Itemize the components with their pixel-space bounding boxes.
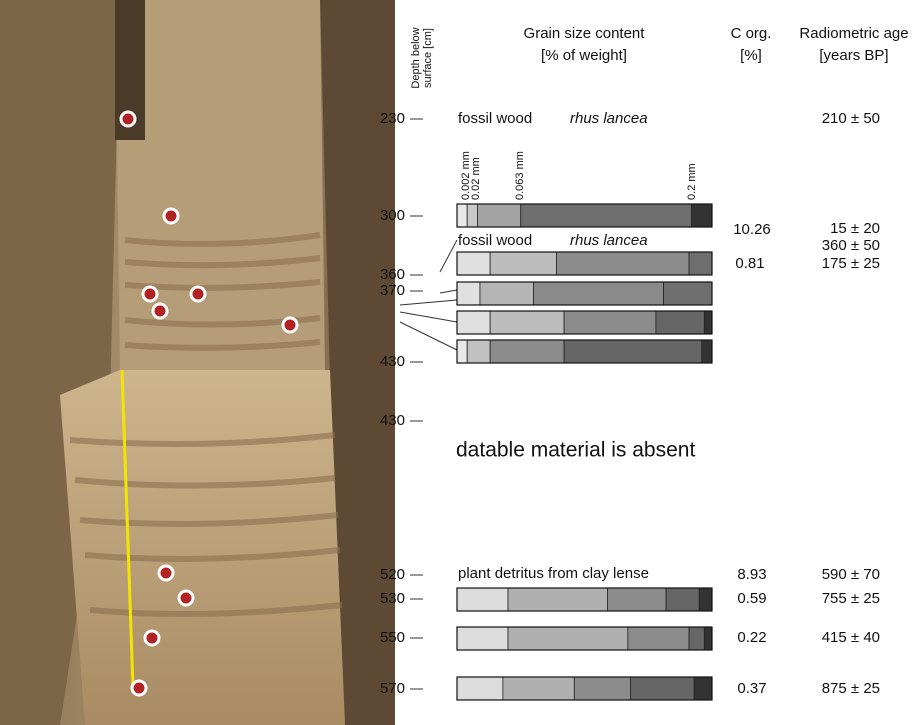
age-header: [years BP]	[819, 47, 888, 64]
grain-scale-label: 0.2 mm	[686, 163, 698, 200]
age-header: Radiometric age	[799, 25, 908, 42]
grain-segment	[490, 252, 556, 275]
annotation: rhus lancea	[570, 232, 648, 249]
grain-segment	[666, 588, 699, 611]
figure: Depth below surface [cm] Grain size cont…	[0, 0, 914, 725]
grain-segment	[508, 627, 628, 650]
depth-label: 230	[380, 110, 405, 127]
age: 175 ± 25	[822, 255, 880, 272]
grain-segment	[564, 340, 702, 363]
grain-scale-label: 0.063 mm	[514, 151, 526, 200]
corg-header: C org.	[731, 25, 772, 42]
corg: 0.22	[737, 629, 766, 646]
corg: 8.93	[737, 566, 766, 583]
grain-scale-label: 0.02 mm	[470, 157, 482, 200]
depth-header: Depth below	[410, 27, 422, 88]
grain-segment	[508, 588, 607, 611]
grain-segment	[490, 340, 564, 363]
grain-header: Grain size content	[524, 25, 646, 42]
age: 210 ± 50	[822, 110, 880, 127]
grain-header: [% of weight]	[541, 47, 627, 64]
grain-segment	[457, 588, 508, 611]
age: 755 ± 25	[822, 590, 880, 607]
grain-segment	[607, 588, 666, 611]
depth-label: 430	[380, 353, 405, 370]
grain-segment	[503, 677, 574, 700]
age: 415 ± 40	[822, 629, 880, 646]
depth-label: 570	[380, 680, 405, 697]
depth-label: 360	[380, 266, 405, 283]
grain-segment	[692, 204, 712, 227]
depth-label: 550	[380, 629, 405, 646]
grain-segment	[704, 627, 712, 650]
corg-header: [%]	[740, 47, 762, 64]
grain-segment	[480, 282, 534, 305]
grain-segment	[477, 204, 520, 227]
depth-label: 530	[380, 590, 405, 607]
grain-segment	[694, 677, 712, 700]
age: 875 ± 25	[822, 680, 880, 697]
grain-segment	[457, 311, 490, 334]
grain-segment	[457, 252, 490, 275]
soil-photo	[0, 0, 395, 725]
depth-label: 430	[380, 412, 405, 429]
annotation: fossil wood	[458, 110, 532, 127]
grain-segment	[521, 204, 692, 227]
depth-label: 300	[380, 207, 405, 224]
grain-segment	[556, 252, 689, 275]
grain-segment	[457, 282, 480, 305]
grain-segment	[704, 311, 712, 334]
grain-segment	[630, 677, 694, 700]
annotation: datable material is absent	[456, 439, 695, 462]
age: 590 ± 70	[822, 566, 880, 583]
grain-segment	[689, 627, 704, 650]
annotation: fossil wood	[458, 232, 532, 249]
grain-segment	[702, 340, 712, 363]
age: 15 ± 20	[830, 220, 880, 237]
grain-segment	[467, 340, 490, 363]
annotation: plant detritus from clay lense	[458, 565, 649, 582]
grain-segment	[628, 627, 689, 650]
depth-header: surface [cm]	[422, 28, 434, 88]
depth-label: 520	[380, 566, 405, 583]
corg: 10.26	[733, 221, 771, 238]
depth-label: 370	[380, 282, 405, 299]
grain-segment	[457, 204, 467, 227]
connectors	[400, 240, 457, 350]
grain-segment	[656, 311, 704, 334]
grain-segment	[457, 627, 508, 650]
age: 360 ± 50	[822, 237, 880, 254]
grain-segment	[534, 282, 664, 305]
grain-segment	[689, 252, 712, 275]
grain-segment	[699, 588, 712, 611]
grain-segment	[664, 282, 712, 305]
grain-segment	[564, 311, 656, 334]
grain-segment	[574, 677, 630, 700]
grain-segment	[457, 677, 503, 700]
corg: 0.37	[737, 680, 766, 697]
grain-segment	[490, 311, 564, 334]
grain-segment	[467, 204, 477, 227]
annotation: rhus lancea	[570, 110, 648, 127]
grain-segment	[457, 340, 467, 363]
corg: 0.59	[737, 590, 766, 607]
corg: 0.81	[735, 255, 764, 272]
